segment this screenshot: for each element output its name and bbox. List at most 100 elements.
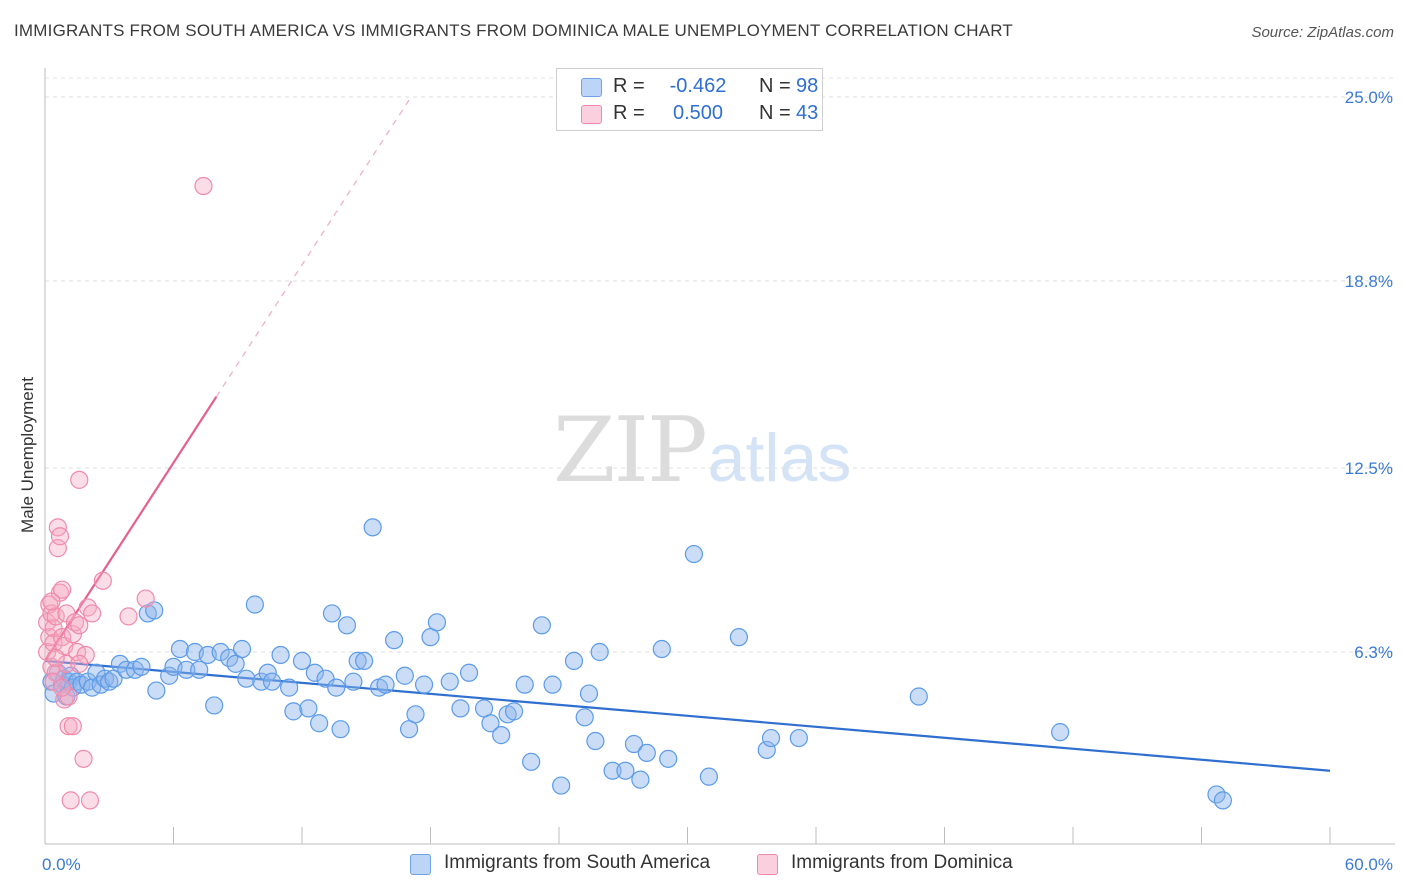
point-dominica [83, 604, 102, 623]
point-south-america [355, 651, 374, 671]
point-south-america [280, 678, 299, 697]
point-south-america [761, 728, 781, 748]
point-dominica [119, 607, 138, 626]
point-south-america [252, 672, 271, 691]
point-south-america [481, 714, 500, 733]
legend-r-value: -0.462 [669, 75, 727, 97]
point-south-america [789, 728, 808, 748]
watermark-zip: ZIP [553, 398, 708, 503]
point-south-america [729, 628, 749, 647]
point-south-america [1213, 791, 1233, 810]
point-dominica [63, 625, 82, 644]
point-dominica [57, 654, 76, 673]
series-label-dominica: Immigrants from Dominica [791, 852, 1013, 873]
point-south-america [590, 642, 609, 662]
legend-swatch-south-america [581, 78, 602, 97]
tick-labels: 6.3% 12.5% 18.8% 25.0% 0.0% 60.0% [42, 88, 1393, 874]
point-south-america [363, 518, 382, 537]
point-dominica [70, 654, 89, 673]
point-south-america [384, 631, 404, 650]
x-tick-label: 0.0% [42, 855, 81, 874]
point-south-america [160, 666, 179, 685]
point-south-america [344, 672, 363, 691]
trend-line-dominica-extension [215, 99, 410, 398]
point-south-america [575, 708, 594, 727]
point-south-america [616, 761, 635, 780]
point-south-america [699, 767, 719, 786]
point-south-america [659, 749, 678, 768]
point-south-america [327, 678, 346, 697]
point-dominica [61, 791, 80, 810]
legend-r-value: 0.500 [672, 102, 724, 124]
point-south-america [684, 544, 704, 564]
point-south-america [603, 761, 622, 780]
point-south-america [414, 675, 434, 694]
point-dominica [63, 717, 82, 736]
point-south-america [451, 699, 470, 718]
point-south-america [322, 604, 342, 623]
y-tick-label: 6.3% [1354, 643, 1393, 662]
point-south-america [427, 613, 447, 632]
correlation-legend: R = -0.462 N = 98 R = 0.500 N = 43 [556, 68, 823, 131]
legend-n-label: N = [759, 102, 791, 124]
point-dominica [194, 176, 213, 196]
point-south-america [376, 675, 395, 694]
point-dominica [46, 607, 65, 626]
point-south-america [395, 666, 414, 685]
legend-r-label: R = [613, 102, 645, 124]
point-south-america [909, 687, 928, 706]
watermark-atlas: atlas [707, 420, 852, 496]
point-south-america [552, 776, 571, 795]
point-south-america [331, 720, 350, 739]
y-tick-label: 18.8% [1345, 272, 1393, 291]
point-south-america [564, 651, 584, 671]
point-south-america [237, 669, 256, 688]
point-south-america [271, 645, 290, 665]
point-south-america [348, 651, 367, 671]
point-south-america [132, 657, 151, 676]
point-south-america [515, 675, 534, 694]
point-south-america [543, 675, 562, 694]
point-dominica [50, 527, 70, 546]
point-dominica [93, 571, 112, 590]
axes [44, 68, 1395, 845]
point-south-america [652, 639, 671, 659]
point-south-america [492, 726, 511, 745]
point-south-america [305, 663, 324, 682]
point-dominica [42, 592, 61, 611]
data-points [38, 176, 1233, 810]
series-swatch-dominica [757, 854, 778, 875]
point-dominica [46, 648, 65, 668]
point-dominica [53, 580, 72, 599]
trend-line-south-america [44, 659, 1331, 772]
point-south-america [1051, 723, 1070, 742]
point-south-america [637, 743, 656, 763]
point-south-america [170, 639, 190, 659]
point-south-america [190, 660, 209, 679]
point-dominica [74, 749, 93, 768]
point-south-america [337, 616, 357, 635]
point-south-america [631, 770, 650, 789]
legend-n-value: 43 [796, 102, 819, 124]
point-south-america [504, 702, 524, 721]
point-south-america [232, 639, 252, 659]
point-dominica [76, 645, 95, 665]
y-tick-label: 25.0% [1345, 88, 1393, 107]
point-south-america [245, 595, 264, 614]
legend-n-label: N = [759, 75, 791, 97]
point-south-america [440, 672, 459, 691]
point-south-america [284, 702, 303, 721]
series-swatch-south-america [410, 854, 431, 875]
chart-title: IMMIGRANTS FROM SOUTH AMERICA VS IMMIGRA… [14, 21, 1014, 40]
point-south-america [459, 663, 479, 682]
point-south-america [624, 734, 644, 754]
point-dominica [53, 628, 72, 647]
point-dominica [48, 518, 67, 537]
x-tick-label: 60.0% [1345, 855, 1393, 874]
point-south-america [532, 616, 551, 635]
series-legend: Immigrants from South America Immigrants… [0, 852, 1406, 878]
point-south-america [586, 731, 605, 751]
point-south-america [177, 660, 196, 679]
series-label-south-america: Immigrants from South America [444, 852, 711, 873]
